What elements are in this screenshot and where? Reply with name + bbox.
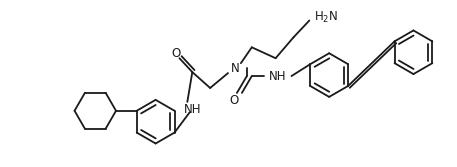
Text: N: N xyxy=(231,62,239,75)
Text: NH: NH xyxy=(269,70,287,82)
Text: O: O xyxy=(172,47,181,60)
Text: H$_2$N: H$_2$N xyxy=(314,10,339,25)
Text: NH: NH xyxy=(184,103,201,116)
Text: O: O xyxy=(229,94,239,107)
